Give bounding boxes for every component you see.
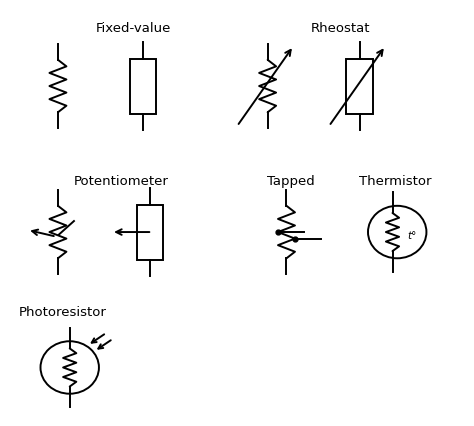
Bar <box>346 58 373 114</box>
Text: t°: t° <box>408 231 417 241</box>
Text: Tapped: Tapped <box>267 175 315 188</box>
Text: Thermistor: Thermistor <box>359 175 431 188</box>
Text: Fixed-value: Fixed-value <box>96 23 171 35</box>
Bar <box>129 58 156 114</box>
Text: Rheostat: Rheostat <box>311 23 370 35</box>
Text: Potentiometer: Potentiometer <box>74 175 169 188</box>
Bar <box>137 204 163 259</box>
Text: Photoresistor: Photoresistor <box>18 306 107 319</box>
